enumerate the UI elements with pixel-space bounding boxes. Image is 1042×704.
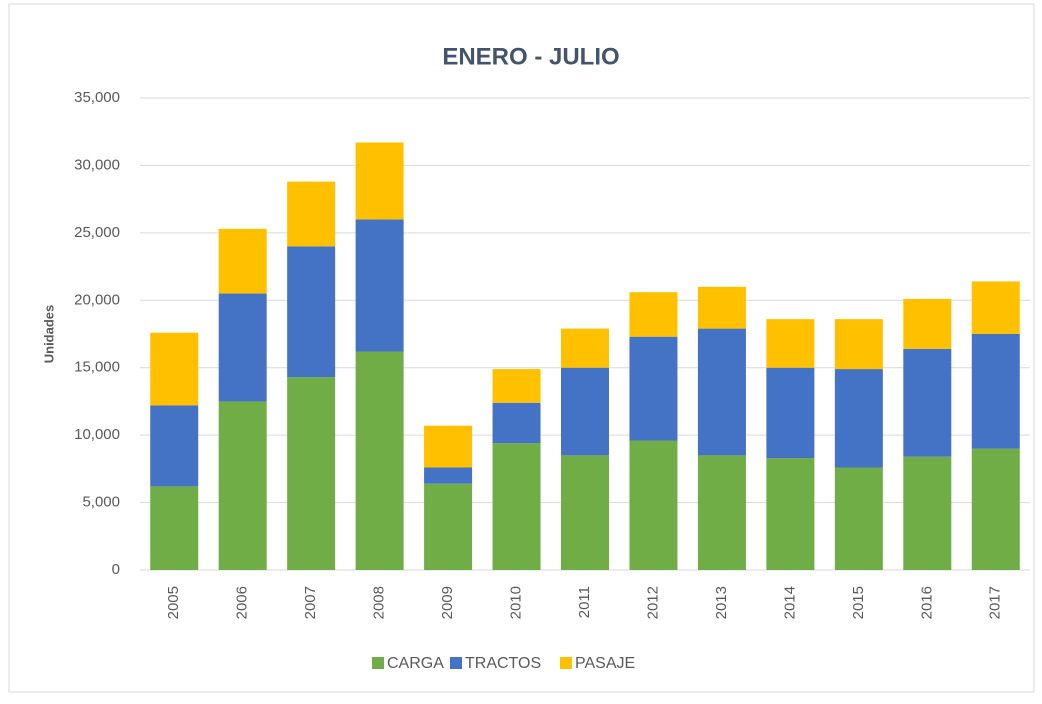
bar-segment <box>971 281 1020 334</box>
bar-segment <box>492 443 541 570</box>
bar-segment <box>492 402 541 444</box>
bar-segment <box>355 219 404 352</box>
bar-segment <box>218 401 267 570</box>
bar-segment <box>150 486 199 570</box>
x-tick-label: 2016 <box>918 586 935 619</box>
bar-segment <box>903 456 952 570</box>
bar-segment <box>766 458 815 570</box>
bar-segment <box>697 455 746 570</box>
y-tick-label: 30,000 <box>74 156 120 173</box>
bar-segment <box>629 440 678 570</box>
bar-segment <box>287 181 336 247</box>
bar-segment <box>355 142 404 220</box>
bar-segment <box>561 328 609 368</box>
bar-segment <box>971 334 1020 449</box>
bar-segment <box>971 448 1020 570</box>
bar-segment <box>834 369 883 468</box>
bar-segment <box>561 367 609 456</box>
bar-segment <box>903 348 952 457</box>
x-tick-label: 2009 <box>439 586 456 619</box>
bar-segment <box>903 298 952 349</box>
legend-label: CARGA <box>387 655 444 672</box>
x-tick-label: 2015 <box>850 586 867 619</box>
bar-segment <box>424 425 473 468</box>
bar-segment <box>150 332 199 406</box>
bar-segment <box>697 328 746 456</box>
x-tick-label: 2008 <box>371 586 388 619</box>
x-tick-label: 2005 <box>165 586 182 619</box>
x-tick-label: 2011 <box>576 586 593 618</box>
bar-segment <box>766 319 815 368</box>
bar-segment <box>218 293 267 402</box>
y-tick-label: 35,000 <box>74 89 120 106</box>
bar-segment <box>561 455 609 570</box>
x-tick-label: 2012 <box>644 586 661 619</box>
y-tick-label: 10,000 <box>74 426 120 443</box>
bar-segment <box>287 246 336 378</box>
bar-segment <box>424 483 473 570</box>
bar-segment <box>629 292 678 337</box>
chart-title: ENERO - JULIO <box>442 43 619 70</box>
y-tick-label: 15,000 <box>74 359 120 376</box>
legend-swatch <box>450 657 462 669</box>
y-axis-label: Unidades <box>41 305 56 364</box>
x-tick-label: 2010 <box>508 586 525 619</box>
x-tick-label: 2017 <box>987 586 1004 619</box>
bar-segment <box>424 467 473 484</box>
bar-segment <box>834 319 883 370</box>
y-tick-label: 25,000 <box>74 224 120 241</box>
bar-segment <box>834 467 883 570</box>
bar-segment <box>150 405 199 487</box>
x-tick-label: 2006 <box>234 586 251 619</box>
bar-segment <box>355 351 404 570</box>
bar-segment <box>492 369 541 403</box>
bar-segment <box>218 228 267 294</box>
legend-swatch <box>372 657 384 669</box>
bar-segment <box>629 336 678 441</box>
y-tick-label: 5,000 <box>82 494 120 511</box>
legend-label: PASAJE <box>575 655 635 672</box>
x-tick-label: 2013 <box>713 586 730 619</box>
x-tick-label: 2014 <box>781 586 798 619</box>
y-tick-label: 20,000 <box>74 291 120 308</box>
legend-label: TRACTOS <box>465 655 541 672</box>
x-tick-label: 2007 <box>302 586 319 619</box>
bar-segment <box>697 286 746 329</box>
bar-segment <box>766 367 815 459</box>
y-tick-label: 0 <box>112 561 120 578</box>
bar-segment <box>287 377 336 570</box>
legend-swatch <box>560 657 572 669</box>
